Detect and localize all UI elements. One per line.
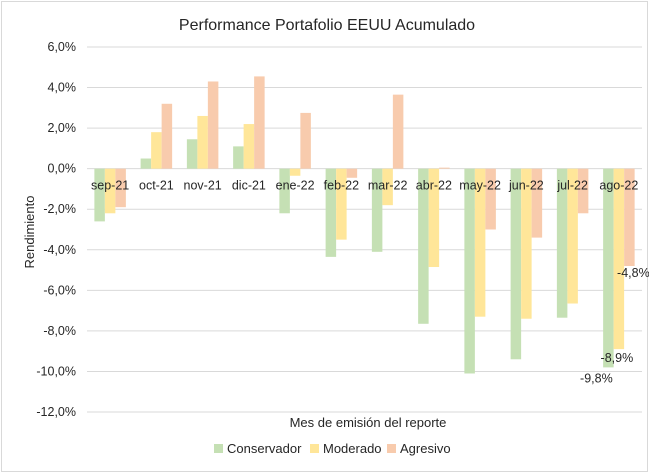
y-tick-label: -2,0% (43, 202, 76, 216)
bar-conservador-feb-22 (325, 168, 337, 257)
x-tick-label: feb-22 (324, 179, 359, 193)
bar-moderado-feb-22 (336, 168, 347, 240)
legend-label-agresivo: Agresivo (400, 441, 451, 456)
data-label: -8,9% (601, 351, 634, 365)
x-tick-label: dic-21 (232, 179, 266, 193)
bar-moderado-jul-22 (567, 168, 578, 304)
bar-moderado-dic-21 (243, 124, 255, 169)
bar-agresivo-abr-22 (439, 167, 450, 169)
x-tick-label: nov-21 (184, 179, 222, 193)
bar-agresivo-jul-22 (577, 168, 589, 214)
legend-label-conservador: Conservador (227, 441, 302, 456)
bar-agresivo-nov-21 (207, 81, 219, 169)
data-label: -9,8% (580, 371, 613, 385)
x-tick-label: abr-22 (416, 179, 452, 193)
y-tick-label: 4,0% (48, 81, 77, 95)
bar-agresivo-ago-22 (624, 168, 635, 266)
y-tick-label: -4,0% (43, 243, 76, 257)
y-axis-title: Rendimiento (22, 196, 37, 269)
y-tick-label: 0,0% (48, 162, 77, 176)
y-tick-label: 2,0% (48, 121, 77, 135)
x-tick-label: jun-22 (508, 179, 544, 193)
bar-agresivo-dic-21 (254, 76, 265, 169)
y-tick-label: 6,0% (48, 40, 77, 54)
bar-conservador-abr-22 (418, 168, 429, 324)
bar-moderado-may-22 (474, 168, 486, 317)
x-tick-label: jul-22 (556, 179, 588, 193)
bar-conservador-nov-21 (186, 139, 198, 169)
bar-moderado-ene-22 (289, 168, 301, 176)
bar-agresivo-sep-21 (115, 168, 126, 208)
x-tick-label: ene-22 (276, 179, 315, 193)
legend-swatch-agresivo (387, 444, 396, 453)
x-axis-title: Mes de emisión del reporte (290, 415, 447, 430)
bar-conservador-ago-22 (603, 168, 614, 368)
data-label: -4,8% (617, 266, 649, 280)
bar-agresivo-ene-22 (300, 112, 311, 169)
legend-label-moderado: Moderado (323, 441, 382, 456)
y-tick-label: -10,0% (36, 364, 76, 378)
x-axis-tick-labels: sep-21 oct-21 nov-21 dic-21 ene-22 feb-22 mar-… (91, 179, 638, 193)
bar-conservador-may-22 (464, 168, 475, 374)
bar-agresivo-may-22 (485, 168, 496, 230)
bar-moderado-sep-21 (104, 168, 116, 214)
gridlines (87, 46, 642, 413)
bar-moderado-ago-22 (613, 168, 625, 350)
bar-conservador-jun-22 (510, 168, 522, 360)
bar-conservador-jul-22 (556, 168, 568, 318)
legend: Conservador Moderado Agresivo (214, 441, 451, 456)
bar-moderado-jun-22 (521, 168, 532, 319)
bar-moderado-mar-22 (382, 168, 393, 206)
bar-agresivo-oct-21 (161, 103, 173, 169)
bar-moderado-oct-21 (151, 132, 162, 169)
bar-conservador-ene-22 (279, 168, 290, 214)
x-tick-label: mar-22 (368, 179, 408, 193)
bar-conservador-oct-21 (140, 158, 152, 169)
bar-agresivo-jun-22 (531, 168, 543, 238)
bar-conservador-sep-21 (94, 168, 105, 222)
x-tick-label: ago-22 (599, 179, 638, 193)
x-tick-label: may-22 (459, 179, 501, 193)
data-labels: -4,8% -8,9% -9,8% (580, 266, 649, 385)
chart-title: Performance Portafolio EEUU Acumulado (179, 17, 475, 34)
bar-agresivo-feb-22 (346, 168, 358, 178)
legend-swatch-moderado (310, 444, 319, 453)
x-tick-label: oct-21 (139, 179, 174, 193)
bar-moderado-abr-22 (428, 168, 440, 268)
bar-conservador-mar-22 (371, 168, 383, 252)
bars (94, 76, 635, 374)
y-tick-label: -6,0% (43, 283, 76, 297)
legend-swatch-conservador (214, 444, 223, 453)
bar-conservador-dic-21 (233, 146, 244, 169)
bar-moderado-nov-21 (197, 115, 208, 169)
x-tick-label: sep-21 (91, 179, 129, 193)
y-axis-tick-labels: 6,0% 4,0% 2,0% 0,0% -2,0% -4,0% -6,0% -8,0% -10,… (36, 40, 76, 419)
bar-agresivo-mar-22 (392, 94, 404, 169)
y-tick-label: -8,0% (43, 324, 76, 338)
y-tick-label: -12,0% (36, 405, 76, 419)
